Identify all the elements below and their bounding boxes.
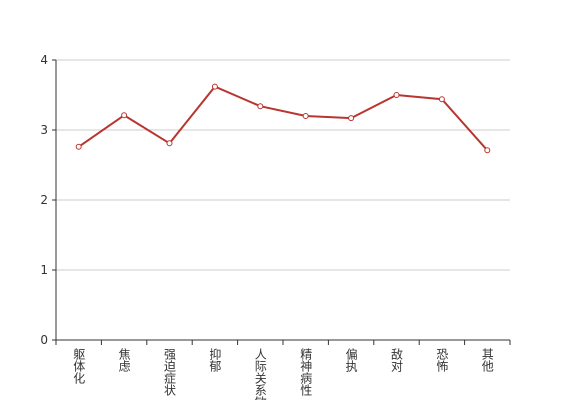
x-tick-label: 恐怖 bbox=[435, 348, 449, 372]
x-tick-label: 人际关系敏感 bbox=[253, 348, 267, 400]
x-tick-label: 敌对 bbox=[390, 347, 404, 372]
y-tick-label: 4 bbox=[40, 53, 48, 67]
x-tick-label: 偏执 bbox=[344, 347, 358, 373]
point bbox=[484, 147, 491, 154]
point bbox=[393, 92, 400, 98]
point bbox=[121, 112, 128, 119]
y-tick-label: 0 bbox=[40, 333, 48, 347]
line bbox=[78, 85, 489, 151]
x-tick-label: 其他 bbox=[480, 348, 494, 372]
x-tick-label: 躯体化 bbox=[72, 347, 86, 385]
point bbox=[211, 83, 218, 90]
point bbox=[166, 140, 173, 147]
x-tick-label: 强迫症状 bbox=[163, 348, 177, 396]
y-tick-label: 3 bbox=[40, 123, 48, 137]
y-tick-label: 1 bbox=[40, 263, 48, 277]
point bbox=[257, 103, 264, 110]
point bbox=[348, 115, 355, 122]
y-tick-label: 2 bbox=[40, 193, 48, 207]
x-tick-label: 焦虑 bbox=[117, 348, 131, 372]
point bbox=[302, 113, 309, 119]
x-tick-label: 抑郁 bbox=[208, 347, 222, 373]
x-tick-label: 精神病性 bbox=[299, 348, 313, 397]
point bbox=[75, 143, 82, 150]
point bbox=[438, 96, 445, 103]
